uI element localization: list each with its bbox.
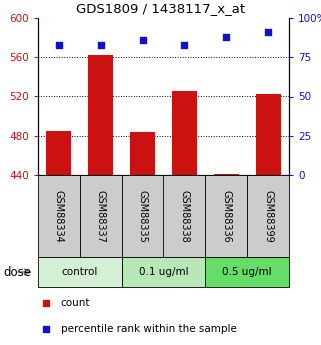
Point [140,37,145,43]
Text: GSM88335: GSM88335 [138,189,148,243]
Bar [122,257,205,287]
Point [265,29,271,35]
Text: GSM88334: GSM88334 [54,190,64,243]
Text: GSM88336: GSM88336 [221,190,231,243]
Bar [122,175,163,257]
Bar [214,174,239,175]
Point [182,42,187,48]
Text: 0.5 ug/ml: 0.5 ug/ml [222,267,272,277]
Text: GDS1809 / 1438117_x_at: GDS1809 / 1438117_x_at [76,2,245,16]
Bar [80,175,122,257]
Bar [205,175,247,257]
Bar [256,93,281,175]
Text: count: count [61,298,90,308]
Text: percentile rank within the sample: percentile rank within the sample [61,324,237,334]
Bar [163,175,205,257]
Bar [38,175,80,257]
Bar [130,132,155,175]
Point [56,42,62,48]
Point [98,42,103,48]
Text: GSM88338: GSM88338 [179,190,189,243]
Bar [247,175,289,257]
Bar [172,91,197,175]
Text: control: control [62,267,98,277]
Text: GSM88399: GSM88399 [263,190,273,243]
Text: dose: dose [3,266,31,278]
Bar [205,257,289,287]
Point [224,34,229,40]
Bar [46,131,72,175]
Text: GSM88337: GSM88337 [96,189,106,243]
Text: 0.1 ug/ml: 0.1 ug/ml [139,267,188,277]
Bar [38,257,122,287]
Bar [88,55,113,175]
